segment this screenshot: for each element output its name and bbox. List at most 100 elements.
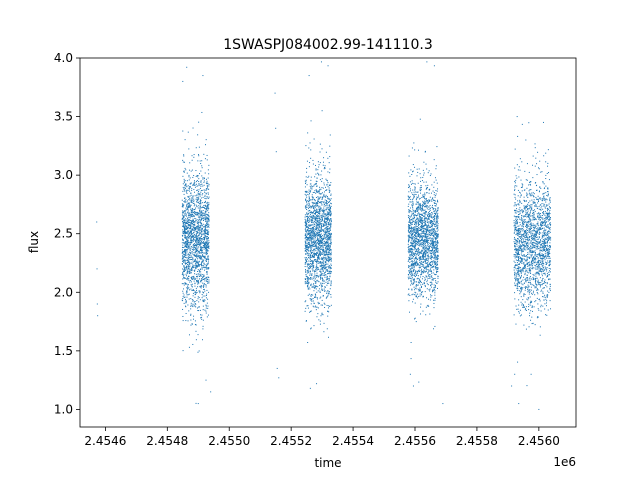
data-point	[199, 215, 201, 217]
data-point	[321, 218, 323, 220]
data-point	[206, 248, 208, 250]
data-point	[315, 169, 317, 171]
data-point	[186, 223, 188, 225]
data-point	[186, 283, 188, 285]
data-point	[324, 290, 326, 292]
data-point	[324, 286, 326, 288]
data-point	[326, 202, 328, 204]
data-point	[183, 261, 185, 263]
data-point	[184, 230, 186, 232]
data-point	[323, 263, 325, 265]
data-point	[181, 299, 183, 301]
data-point	[427, 227, 429, 229]
data-point	[315, 296, 317, 298]
data-point	[200, 223, 202, 225]
data-point	[190, 246, 192, 248]
data-point	[205, 251, 207, 253]
data-point	[315, 243, 317, 245]
data-point	[317, 239, 319, 241]
data-point	[189, 273, 191, 275]
data-point	[195, 220, 197, 222]
data-point	[410, 249, 412, 251]
data-point	[305, 258, 307, 260]
data-point	[432, 208, 434, 210]
data-point	[325, 256, 327, 258]
data-point	[326, 266, 328, 268]
data-point	[323, 212, 325, 214]
data-point	[435, 179, 437, 181]
data-point	[315, 246, 317, 248]
data-point	[307, 282, 309, 284]
data-point	[425, 213, 427, 215]
data-point	[311, 235, 313, 237]
data-point	[424, 271, 426, 273]
data-point	[410, 342, 412, 343]
data-point	[437, 227, 439, 229]
data-point	[196, 214, 198, 216]
data-point	[305, 239, 307, 241]
data-point	[207, 223, 209, 225]
data-point	[433, 236, 435, 238]
data-point	[318, 281, 320, 283]
data-point	[414, 223, 416, 225]
data-point	[195, 273, 197, 275]
data-point	[195, 248, 197, 250]
data-point	[208, 215, 210, 217]
data-point	[204, 243, 206, 245]
data-point	[305, 237, 307, 239]
data-point	[183, 181, 185, 183]
data-point	[307, 342, 309, 343]
data-point	[311, 201, 313, 203]
data-point	[408, 226, 410, 228]
data-point	[309, 234, 311, 236]
data-point	[207, 246, 209, 248]
data-point	[433, 228, 435, 230]
data-point	[414, 212, 416, 214]
data-point	[323, 195, 325, 197]
data-point	[432, 248, 434, 250]
data-point	[424, 256, 426, 258]
data-point	[197, 207, 199, 209]
data-point	[182, 175, 184, 177]
data-point	[191, 249, 193, 251]
data-point	[316, 238, 318, 240]
data-point	[201, 261, 203, 263]
data-point	[308, 219, 310, 221]
data-point	[326, 179, 328, 181]
data-point	[412, 260, 414, 262]
data-point	[198, 243, 200, 245]
data-point	[184, 266, 186, 268]
data-point	[187, 277, 189, 279]
data-point	[207, 226, 209, 228]
data-point	[309, 255, 311, 257]
data-point	[411, 260, 413, 262]
data-point	[319, 198, 321, 200]
data-point	[318, 191, 320, 193]
data-point	[316, 177, 318, 179]
data-point	[422, 257, 424, 259]
data-point	[311, 286, 313, 288]
data-point	[319, 162, 321, 164]
data-point	[409, 233, 411, 235]
data-point	[193, 245, 195, 247]
data-point	[203, 263, 205, 265]
data-point	[330, 232, 332, 234]
data-point	[206, 220, 208, 222]
data-point	[330, 238, 332, 240]
data-point	[415, 232, 417, 234]
data-point	[190, 232, 192, 234]
data-point	[314, 202, 316, 204]
data-point	[203, 217, 205, 219]
data-point	[329, 245, 331, 247]
data-point	[412, 284, 414, 286]
data-point	[195, 236, 197, 238]
data-point	[188, 241, 190, 243]
data-point	[431, 286, 433, 288]
data-point	[204, 280, 206, 282]
data-point	[325, 221, 327, 223]
data-point	[410, 270, 412, 272]
data-point	[316, 251, 318, 253]
data-point	[203, 177, 205, 179]
data-point	[424, 252, 426, 254]
data-point	[312, 217, 314, 219]
